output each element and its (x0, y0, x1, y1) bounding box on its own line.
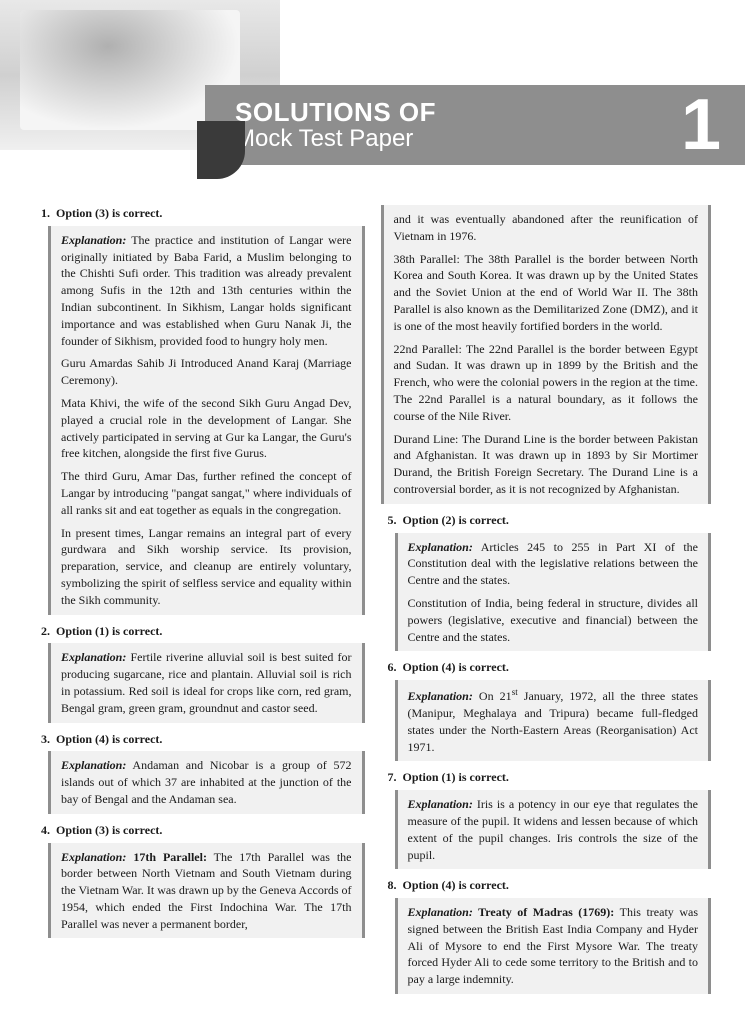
q8-p1-bold: Treaty of Madras (1769): (473, 905, 614, 919)
q6-answer: Option (4) is correct. (403, 659, 712, 676)
q4-explanation-cont: and it was eventually abandoned after th… (381, 205, 712, 504)
q1-number: 1. (34, 205, 56, 222)
q4-number: 4. (34, 822, 56, 839)
banner-title-line1: SOLUTIONS OF (235, 99, 681, 126)
q4-explanation: Explanation: 17th Parallel: The 17th Par… (48, 843, 365, 939)
q4-answer: Option (3) is correct. (56, 822, 365, 839)
q5-answer: Option (2) is correct. (403, 512, 712, 529)
q1-p5: In present times, Langar remains an inte… (61, 525, 352, 609)
q3-answer: Option (4) is correct. (56, 731, 365, 748)
q2-answer: Option (1) is correct. (56, 623, 365, 640)
content-columns: 1. Option (3) is correct. Explanation: T… (0, 185, 745, 1032)
question-6: 6. Option (4) is correct. Explanation: O… (381, 659, 712, 761)
title-banner: SOLUTIONS OF Mock Test Paper 1 (205, 85, 745, 165)
q4c-p2-bold: 38th Parallel: (394, 252, 460, 266)
q1-expl-label: Explanation: (61, 233, 126, 247)
q4-expl-label: Explanation: (61, 850, 126, 864)
right-column: and it was eventually abandoned after th… (381, 205, 712, 1002)
page-header: SOLUTIONS OF Mock Test Paper 1 (0, 0, 745, 185)
banner-title-line2: Mock Test Paper (235, 126, 681, 151)
q1-p4: The third Guru, Amar Das, further refine… (61, 468, 352, 518)
q8-explanation: Explanation: Treaty of Madras (1769): Th… (395, 898, 712, 994)
q6-explanation: Explanation: On 21st January, 1972, all … (395, 680, 712, 761)
q1-p2: Guru Amardas Sahib Ji Introduced Anand K… (61, 355, 352, 389)
q4-p1-bold: 17th Parallel: (126, 850, 207, 864)
paper-number: 1 (681, 89, 745, 161)
q3-number: 3. (34, 731, 56, 748)
q8-answer: Option (4) is correct. (403, 877, 712, 894)
q5-p2: Constitution of India, being federal in … (408, 595, 699, 645)
q2-expl-label: Explanation: (61, 650, 126, 664)
question-3: 3. Option (4) is correct. Explanation: A… (34, 731, 365, 814)
q2-explanation: Explanation: Fertile riverine alluvial s… (48, 643, 365, 722)
q4c-p4-bold: Durand Line: (394, 432, 459, 446)
q7-explanation: Explanation: Iris is a potency in our ey… (395, 790, 712, 869)
q1-p1: The practice and institution of Langar w… (61, 233, 352, 348)
q6-number: 6. (381, 659, 403, 676)
q4c-p3-bold: 22nd Parallel: (394, 342, 462, 356)
q1-answer: Option (3) is correct. (56, 205, 365, 222)
q8-number: 8. (381, 877, 403, 894)
q8-expl-label: Explanation: (408, 905, 473, 919)
q7-answer: Option (1) is correct. (403, 769, 712, 786)
q5-expl-label: Explanation: (408, 540, 473, 554)
q3-explanation: Explanation: Andaman and Nicobar is a gr… (48, 751, 365, 813)
banner-text: SOLUTIONS OF Mock Test Paper (235, 99, 681, 151)
question-5: 5. Option (2) is correct. Explanation: A… (381, 512, 712, 652)
question-7: 7. Option (1) is correct. Explanation: I… (381, 769, 712, 869)
q3-expl-label: Explanation: (61, 758, 126, 772)
q6-p1a: On 21 (473, 689, 512, 703)
q4c-p1: and it was eventually abandoned after th… (394, 211, 699, 245)
question-4: 4. Option (3) is correct. Explanation: 1… (34, 822, 365, 939)
question-2: 2. Option (1) is correct. Explanation: F… (34, 623, 365, 723)
q7-expl-label: Explanation: (408, 797, 473, 811)
q5-number: 5. (381, 512, 403, 529)
q1-p3: Mata Khivi, the wife of the second Sikh … (61, 395, 352, 462)
left-column: 1. Option (3) is correct. Explanation: T… (34, 205, 365, 1002)
q6-expl-label: Explanation: (408, 689, 473, 703)
question-8: 8. Option (4) is correct. Explanation: T… (381, 877, 712, 994)
q5-explanation: Explanation: Articles 245 to 255 in Part… (395, 533, 712, 652)
banner-accent (197, 121, 245, 179)
question-1: 1. Option (3) is correct. Explanation: T… (34, 205, 365, 615)
q1-explanation: Explanation: The practice and institutio… (48, 226, 365, 615)
q2-number: 2. (34, 623, 56, 640)
q7-number: 7. (381, 769, 403, 786)
